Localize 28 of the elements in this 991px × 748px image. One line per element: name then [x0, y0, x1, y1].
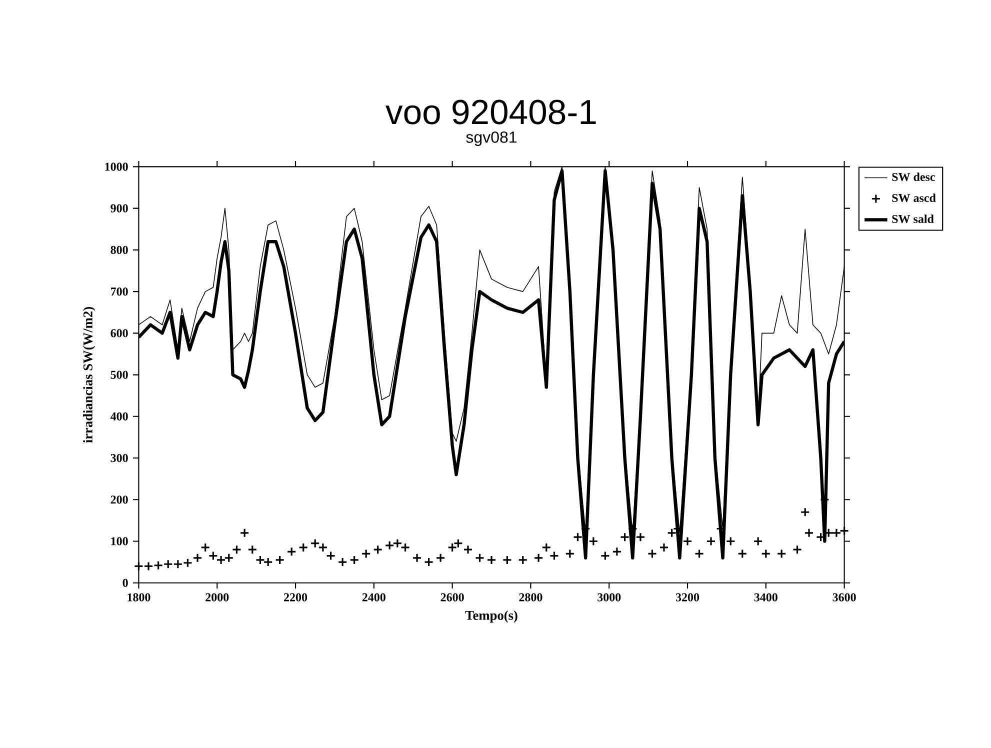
y-tick-label: 100	[111, 537, 128, 546]
x-tick-label: 3000	[598, 593, 621, 602]
x-tick-label: 2800	[519, 593, 542, 602]
y-tick-label: 500	[110, 370, 128, 379]
x-tick-label: 2000	[206, 593, 229, 602]
legend-label: SW sald	[892, 214, 934, 223]
legend-label: SW desc	[892, 172, 935, 181]
x-tick-label: 2200	[284, 593, 308, 602]
y-tick-label: 600	[110, 328, 128, 338]
y-tick-label: 200	[110, 495, 128, 504]
y-tick-label: 0	[122, 578, 128, 587]
y-tick-label: 900	[110, 204, 128, 212]
x-tick-label: 2400	[362, 593, 386, 602]
y-tick-label: 300	[110, 454, 128, 462]
legend-label: SW ascd	[892, 193, 936, 202]
x-tick-label: 3200	[676, 593, 700, 602]
chart-title: voo 920408-1	[386, 100, 596, 124]
y-tick-label: 700	[110, 287, 128, 296]
chart-subtitle: sgv081	[466, 131, 517, 146]
y-tick-label: 400	[110, 412, 128, 420]
x-tick-label: 2600	[440, 593, 464, 602]
x-tick-label: 3400	[754, 593, 778, 602]
x-axis-title: Tempo(s)	[465, 610, 518, 622]
x-tick-label: 1800	[128, 593, 150, 602]
y-tick-label: 1000	[105, 162, 128, 171]
y-axis-title: irradiancias SW(W/m2)	[83, 306, 96, 443]
y-tick-label: 800	[110, 246, 128, 254]
x-tick-label: 3600	[832, 593, 856, 602]
